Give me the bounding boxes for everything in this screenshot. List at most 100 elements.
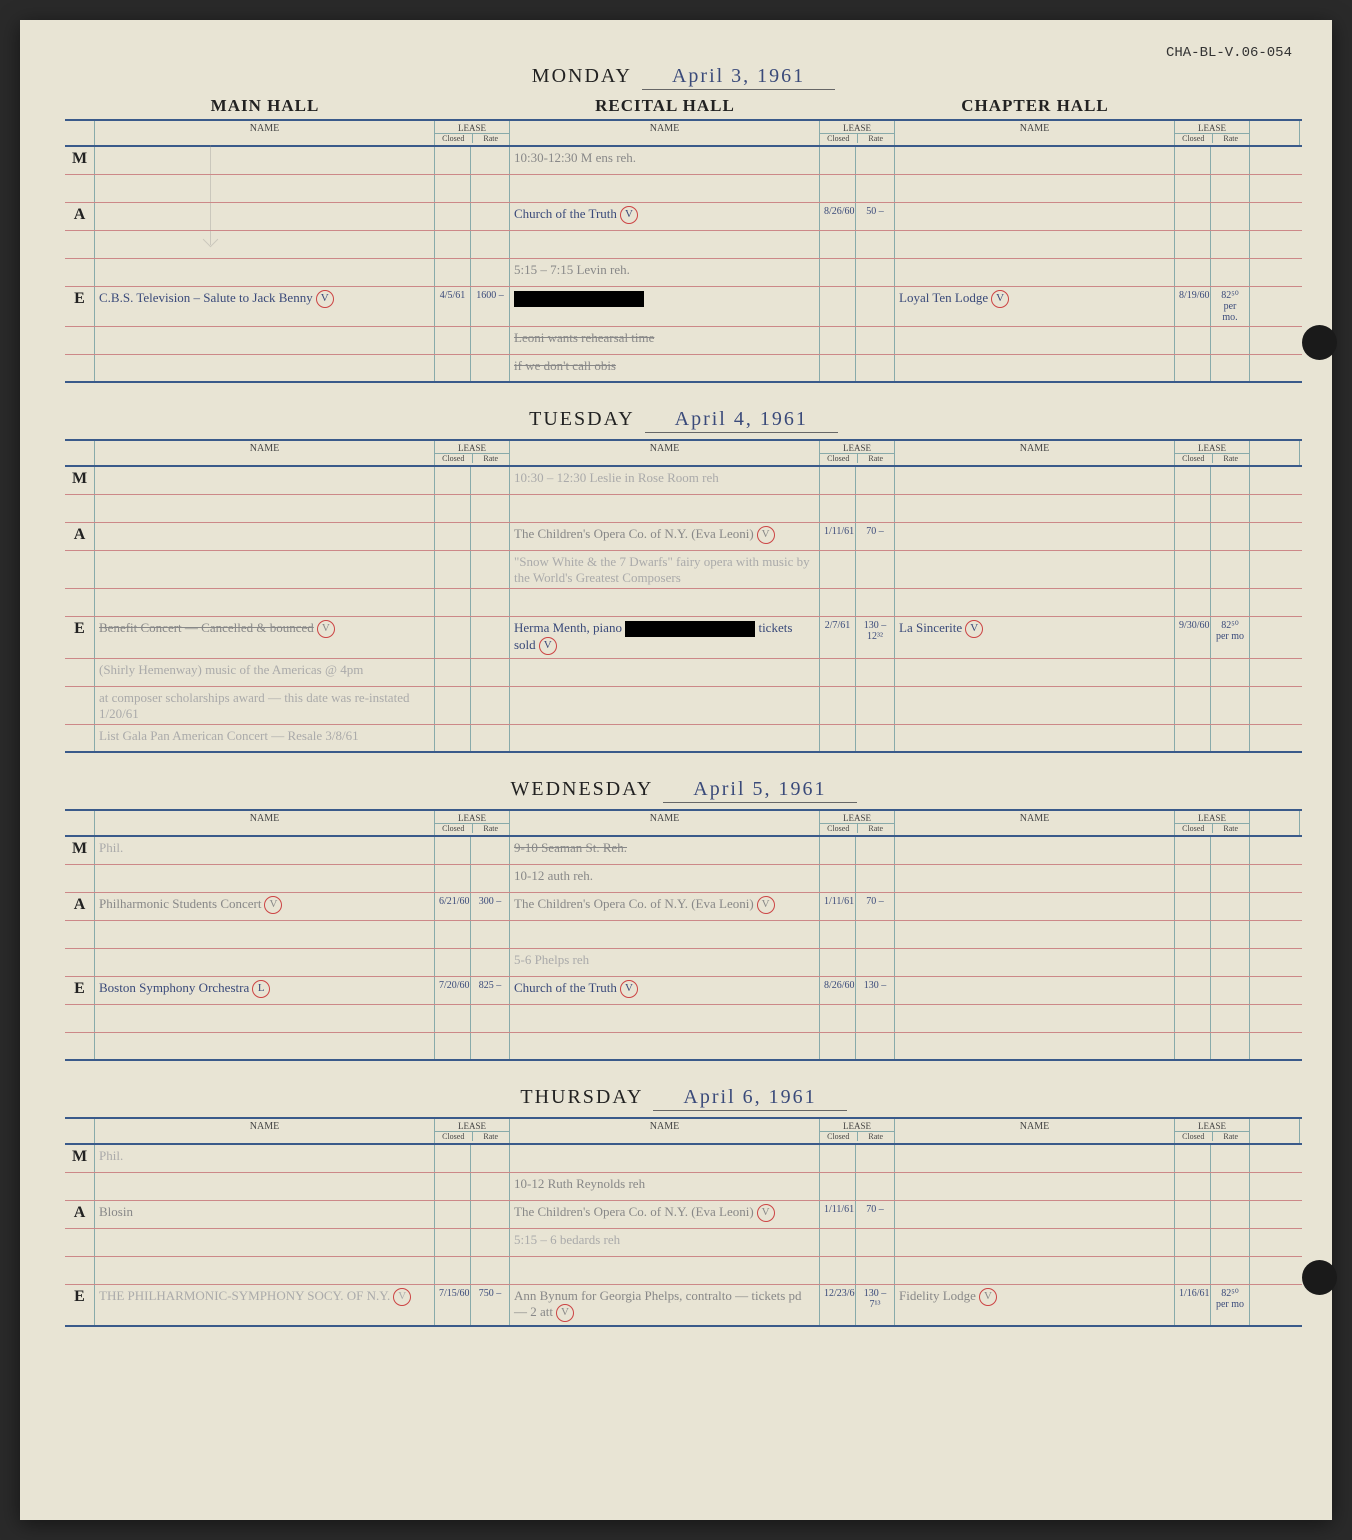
date-label: April 3, 1961 (642, 65, 835, 90)
column-headers: NAMELEASEClosedRateNAMELEASEClosedRateNA… (65, 439, 1302, 466)
ledger-row: 5:15 – 7:15 Levin reh. (65, 259, 1302, 287)
name-header: NAME (895, 121, 1175, 145)
period-label: E (65, 977, 95, 1004)
lease-header: LEASEClosedRate (1175, 811, 1250, 835)
ledger-row: (Shirly Hemenway) music of the Americas … (65, 659, 1302, 687)
ledger-row: if we don't call obis (65, 355, 1302, 383)
period-label (65, 1173, 95, 1200)
lease-header: LEASEClosedRate (435, 441, 510, 465)
period-label: A (65, 893, 95, 920)
ledger-row: ABlosinThe Children's Opera Co. of N.Y. … (65, 1201, 1302, 1229)
redaction-block (514, 291, 644, 307)
day-header: WEDNESDAYApril 5, 1961 (65, 763, 1302, 809)
circled-mark: V (620, 980, 638, 998)
period-label (65, 1257, 95, 1284)
date-label: April 4, 1961 (645, 408, 838, 433)
period-label: A (65, 523, 95, 550)
ledger-page: CHA-BL-V.06-054 MONDAYApril 3, 1961 MAIN… (20, 20, 1332, 1520)
column-headers: NAMELEASEClosedRateNAMELEASEClosedRateNA… (65, 809, 1302, 836)
hole-punch-top (1302, 325, 1337, 360)
day-header: MONDAY April 3, 1961 (65, 50, 1302, 96)
day-header: TUESDAY April 4, 1961 (65, 393, 1302, 439)
circled-mark: V (317, 620, 335, 638)
ledger-row: 10-12 Ruth Reynolds reh (65, 1173, 1302, 1201)
circled-mark: V (393, 1288, 411, 1306)
ledger-body: M10:30 – 12:30 Leslie in Rose Room reh AT… (65, 466, 1302, 753)
name-header: NAME (510, 441, 820, 465)
name-header: NAME (895, 811, 1175, 835)
circled-mark: V (620, 206, 638, 224)
day-block: WEDNESDAYApril 5, 1961NAMELEASEClosedRat… (65, 763, 1302, 1061)
chapter-hall-header: CHAPTER HALL (895, 96, 1175, 116)
lease-header: LEASEClosedRate (820, 811, 895, 835)
circled-mark: V (757, 896, 775, 914)
circled-mark: V (757, 526, 775, 544)
circled-mark: V (757, 1204, 775, 1222)
ledger-row: List Gala Pan American Concert — Resale … (65, 725, 1302, 753)
weekday-label: MONDAY (532, 65, 632, 87)
period-label (65, 949, 95, 976)
period-label (65, 589, 95, 616)
ledger-row: EBenefit Concert — Cancelled & bouncedVH… (65, 617, 1302, 659)
period-label (65, 725, 95, 751)
circled-mark: V (979, 1288, 997, 1306)
ledger-row: AChurch of the TruthV8/26/6050 – (65, 203, 1302, 231)
day-block: TUESDAY April 4, 1961 NAMELEASEClosedRateN… (65, 393, 1302, 753)
name-header: NAME (95, 1119, 435, 1143)
name-header: NAME (510, 811, 820, 835)
period-label: A (65, 203, 95, 230)
ledger-row: 10-12 auth reh. (65, 865, 1302, 893)
lease-header: LEASEClosedRate (820, 441, 895, 465)
ledger-body: MPhil.9-10 Seaman St. Reh.10-12 auth reh… (65, 836, 1302, 1061)
weekday-label: WEDNESDAY (510, 778, 653, 800)
lease-header: LEASEClosedRate (435, 1119, 510, 1143)
hall-headers: MAIN HALL RECITAL HALL CHAPTER HALL (65, 96, 1302, 119)
period-label (65, 659, 95, 686)
lease-header: LEASEClosedRate (1175, 121, 1250, 145)
circled-mark: V (965, 620, 983, 638)
circled-mark: V (264, 896, 282, 914)
ledger-row: ETHE PHILHARMONIC-SYMPHONY SOCY. OF N.Y.… (65, 1285, 1302, 1327)
name-header: NAME (895, 1119, 1175, 1143)
ledger-row: AThe Children's Opera Co. of N.Y. (Eva L… (65, 523, 1302, 551)
circled-mark: V (556, 1304, 574, 1322)
lease-header: LEASEClosedRate (435, 121, 510, 145)
main-hall-header: MAIN HALL (95, 96, 435, 116)
weekday-label: TUESDAY (529, 408, 635, 430)
ledger-row: 5-6 Phelps reh (65, 949, 1302, 977)
ledger-row (65, 921, 1302, 949)
period-label (65, 1229, 95, 1256)
hole-punch-bottom (1302, 1260, 1337, 1295)
ledger-row: Leoni wants rehearsal time (65, 327, 1302, 355)
ledger-row: M10:30 – 12:30 Leslie in Rose Room reh (65, 467, 1302, 495)
ledger-row: 5:15 – 6 bedards reh (65, 1229, 1302, 1257)
lease-header: LEASEClosedRate (1175, 1119, 1250, 1143)
circled-mark: V (316, 290, 334, 308)
period-label (65, 231, 95, 258)
ledger-row: MPhil. (65, 1145, 1302, 1173)
ledger-row: M10:30-12:30 M ens reh. (65, 147, 1302, 175)
recital-hall-header: RECITAL HALL (510, 96, 820, 116)
weekday-label: THURSDAY (520, 1086, 643, 1108)
ledger-row: APhilharmonic Students ConcertV6/21/6030… (65, 893, 1302, 921)
period-label (65, 1033, 95, 1059)
day-block: THURSDAYApril 6, 1961NAMELEASEClosedRate… (65, 1071, 1302, 1327)
circled-mark: L (252, 980, 270, 998)
ledger-row (65, 495, 1302, 523)
name-header: NAME (510, 121, 820, 145)
days-container: MONDAY April 3, 1961 MAIN HALL RECITAL HA… (65, 50, 1302, 1327)
period-label: E (65, 1285, 95, 1325)
circled-mark: V (991, 290, 1009, 308)
ledger-body: M10:30-12:30 M ens reh. AChurch of the Tr… (65, 146, 1302, 383)
period-label: E (65, 617, 95, 658)
period-label (65, 921, 95, 948)
ledger-row: EBoston Symphony OrchestraL7/20/60825 –C… (65, 977, 1302, 1005)
period-label (65, 259, 95, 286)
ledger-row (65, 1005, 1302, 1033)
ledger-body: MPhil.10-12 Ruth Reynolds rehABlosinThe … (65, 1144, 1302, 1327)
name-header: NAME (95, 811, 435, 835)
date-label: April 6, 1961 (653, 1086, 846, 1111)
name-header: NAME (510, 1119, 820, 1143)
lease-header: LEASEClosedRate (820, 1119, 895, 1143)
ledger-row: MPhil.9-10 Seaman St. Reh. (65, 837, 1302, 865)
